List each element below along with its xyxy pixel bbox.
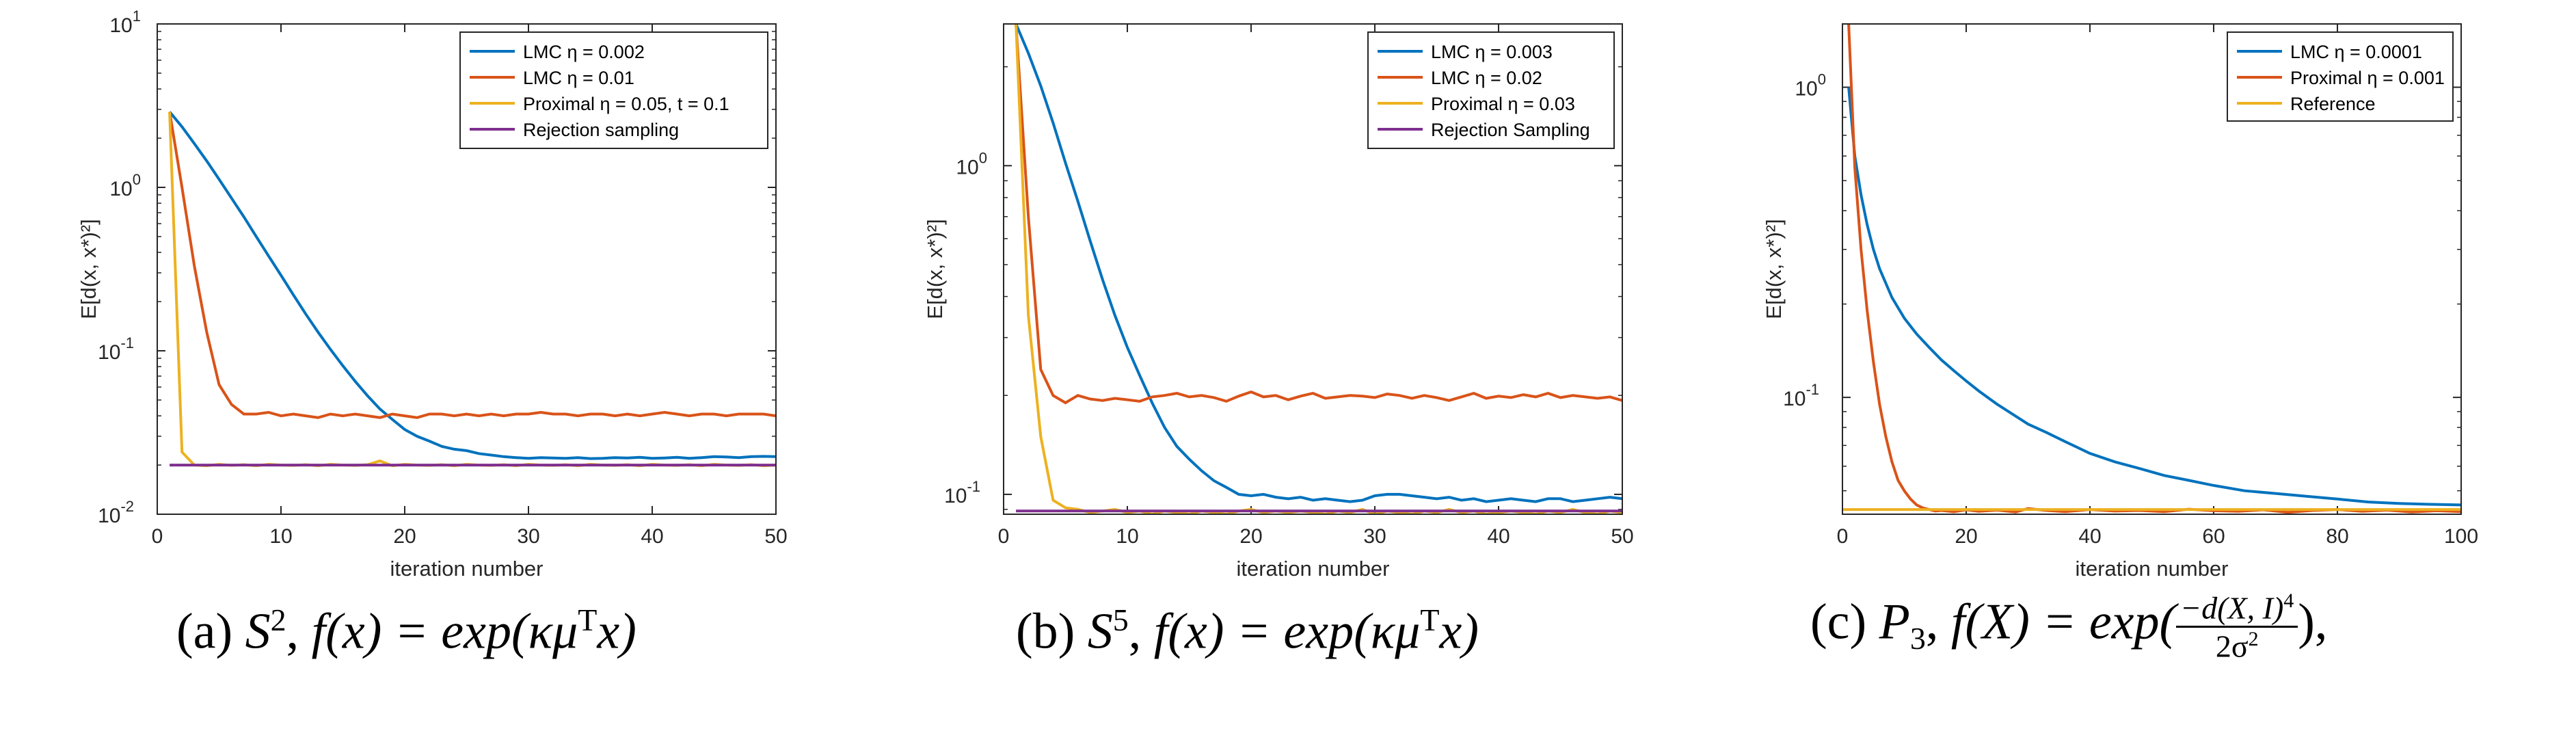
x-tick-label: 30 — [517, 525, 539, 548]
series-line-1 — [1847, 87, 2461, 507]
x-tick-label: 40 — [1487, 525, 1510, 548]
series-line-2 — [1015, 24, 1622, 405]
x-tick-label: 60 — [2202, 525, 2225, 548]
x-tick-label: 0 — [152, 525, 163, 548]
legend: LMC η = 0.002 LMC η = 0.01 Proximal η = 0.… — [459, 31, 768, 149]
x-tick-label: 40 — [2078, 525, 2101, 548]
x-tick-label: 50 — [1611, 525, 1633, 548]
series-line-1 — [168, 111, 776, 460]
y-tick-label: 100 — [1795, 71, 1826, 101]
y-tick-label: 10-2 — [98, 498, 134, 527]
x-tick-label: 30 — [1363, 525, 1386, 548]
x-tick-label: 10 — [269, 525, 292, 548]
series-line-2 — [1847, 24, 2461, 514]
x-axis-label: iteration number — [1236, 557, 1389, 581]
x-tick-label: 20 — [1239, 525, 1262, 548]
x-tick-label: 20 — [393, 525, 416, 548]
x-axis-label: iteration number — [390, 557, 543, 581]
plot-frame — [157, 23, 777, 515]
y-axis-label: E[d(x, x*)²] — [77, 219, 100, 319]
legend-label: LMC η = 0.0001 — [2290, 42, 2422, 62]
legend-label: Reference — [2290, 94, 2376, 114]
legend-label: Proximal η = 0.03 — [1431, 94, 1575, 114]
y-tick-label: 101 — [109, 8, 141, 37]
x-tick-label: 20 — [1955, 525, 1977, 548]
x-tick-label: 0 — [998, 525, 1010, 548]
y-axis-label: E[d(x, x*)²] — [923, 219, 947, 319]
x-tick-label: 0 — [1837, 525, 1849, 548]
caption-a: (a) S2, f(x) = exp(κμTx) — [176, 602, 636, 660]
legend-label: Rejection Sampling — [1431, 120, 1590, 140]
plot-frame — [1003, 23, 1623, 515]
legend-label: Proximal η = 0.001 — [2290, 68, 2445, 88]
x-tick-label: 40 — [641, 525, 663, 548]
legend-label: Rejection sampling — [523, 120, 679, 140]
y-tick-label: 100 — [956, 149, 987, 178]
series-line-1 — [1015, 24, 1622, 503]
y-tick-label: 10-1 — [1783, 381, 1819, 410]
y-tick-label: 10-1 — [98, 334, 134, 364]
y-axis-label: E[d(x, x*)²] — [1762, 219, 1786, 319]
chart-c: 10-1 100 0 20 40 60 80 100 iteration number E[d(x… — [1762, 23, 2478, 581]
x-tick-label: 10 — [1116, 525, 1138, 548]
plot-frame — [1842, 23, 2462, 515]
caption-c: (c) P3, f(X) = exp(−d(X, I)4 2σ2), — [1810, 589, 2328, 664]
caption-c-fraction: −d(X, I)4 2σ2 — [2176, 589, 2298, 664]
x-tick-label: 50 — [764, 525, 787, 548]
y-tick-label: 100 — [109, 171, 141, 200]
legend-label: LMC η = 0.003 — [1431, 42, 1553, 62]
legend: LMC η = 0.0001 Proximal η = 0.001 Referenc… — [2227, 31, 2454, 122]
x-axis-label: iteration number — [2075, 557, 2228, 581]
x-tick-label: 100 — [2444, 525, 2478, 548]
x-tick-label: 80 — [2326, 525, 2348, 548]
legend: LMC η = 0.003 LMC η = 0.02 Proximal η = 0.… — [1367, 31, 1615, 149]
y-tick-label: 10-1 — [944, 478, 980, 507]
series-line-2 — [168, 111, 776, 419]
legend-label: LMC η = 0.01 — [523, 68, 634, 88]
caption-b: (b) S5, f(x) = exp(κμTx) — [1016, 602, 1479, 660]
legend-label: LMC η = 0.02 — [1431, 68, 1542, 88]
chart-b: 10-1 100 0 10 20 30 40 50 iteration number E[d(x,… — [923, 23, 1634, 581]
legend-label: LMC η = 0.002 — [523, 42, 645, 62]
legend-label: Proximal η = 0.05, t = 0.1 — [523, 94, 729, 114]
